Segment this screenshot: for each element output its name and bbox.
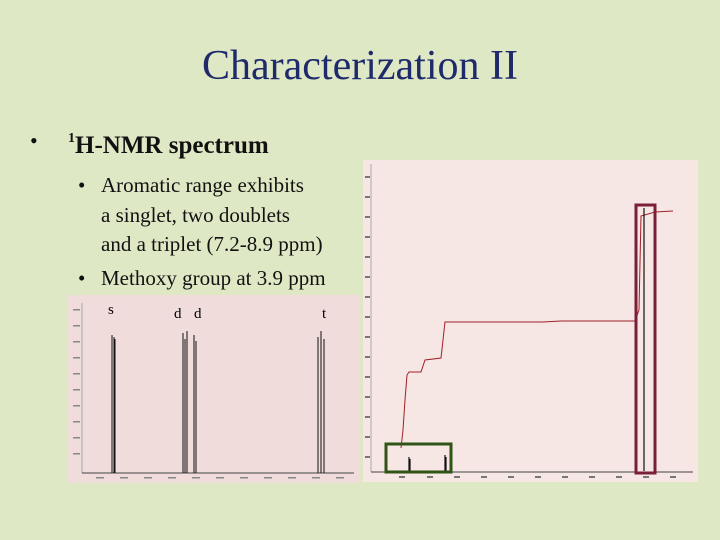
- sub-bullet-marker: •: [78, 173, 86, 197]
- zoom-spectrum-plot: s d d t: [68, 295, 360, 483]
- bullet-nmr-spectrum: 1H-NMR spectrum: [68, 131, 269, 160]
- doublet-peak-2: [193, 335, 197, 473]
- full-nmr-spectrum: [363, 160, 698, 482]
- peak-label-triplet: t: [322, 306, 327, 322]
- methoxy-highlight-box: [634, 203, 657, 475]
- sub-bullet-line-3: and a triplet (7.2-8.9 ppm): [101, 232, 323, 256]
- zoom-x-axis-ticks: [96, 477, 344, 479]
- spectrum-background: [363, 160, 698, 482]
- doublet-peak-1: [182, 331, 188, 473]
- sub-bullet-line-1: Aromatic range exhibits: [101, 173, 304, 197]
- x-axis-ticks: [399, 476, 676, 478]
- superscript-1: 1: [68, 131, 75, 146]
- bullet-marker: •: [30, 128, 38, 153]
- aromatic-peaks: [408, 455, 447, 471]
- sub-bullet-marker: •: [78, 266, 86, 290]
- peak-label-doublet-2: d: [194, 306, 202, 322]
- zoom-spectrum-background: [68, 295, 360, 483]
- y-axis-ticks: [365, 176, 370, 458]
- sub-bullet-line-1: Methoxy group at 3.9 ppm: [101, 266, 326, 290]
- singlet-peak: [111, 335, 116, 473]
- triplet-peak: [317, 331, 325, 473]
- aromatic-zoom-spectrum: s d d t: [68, 295, 360, 483]
- full-spectrum-plot: [363, 160, 698, 482]
- aromatic-highlight-box: [384, 442, 453, 474]
- peak-label-doublet-1: d: [174, 306, 182, 322]
- peak-label-singlet: s: [108, 302, 114, 318]
- sub-bullet-line-2: a singlet, two doublets: [101, 203, 290, 227]
- bullet-text: H-NMR spectrum: [75, 132, 269, 159]
- zoom-y-axis-ticks: [73, 309, 80, 455]
- integration-curve: [400, 210, 674, 449]
- slide-title: Characterization II: [202, 43, 518, 89]
